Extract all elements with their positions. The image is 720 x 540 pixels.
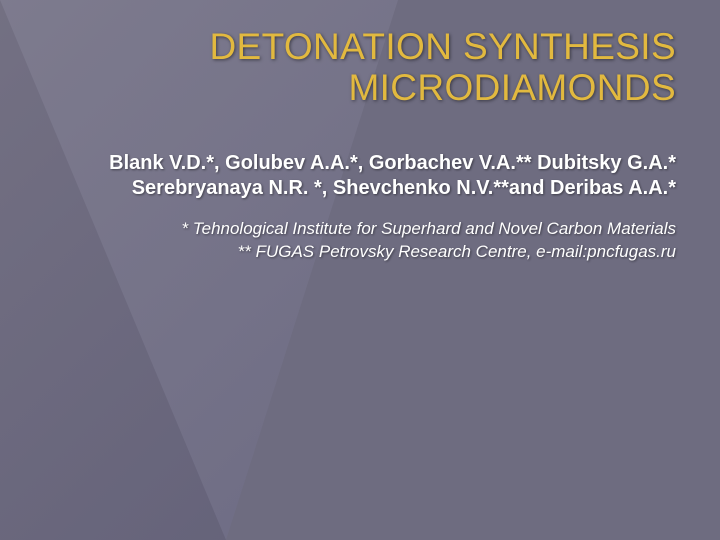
affil-line-2: ** FUGAS Petrovsky Research Centre, e-ma… bbox=[40, 241, 676, 263]
slide-authors: Blank V.D.*, Golubev A.A.*, Gorbachev V.… bbox=[0, 151, 676, 202]
authors-line-2: Serebryanaya N.R. *, Shevchenko N.V.**an… bbox=[60, 176, 676, 202]
authors-line-1: Blank V.D.*, Golubev A.A.*, Gorbachev V.… bbox=[60, 151, 676, 177]
title-line-1: DETONATION SYNTHESIS bbox=[0, 26, 676, 67]
title-line-2: MICRODIAMONDS bbox=[0, 67, 676, 108]
slide-affiliations: * Tehnological Institute for Superhard a… bbox=[0, 218, 676, 263]
slide-title: DETONATION SYNTHESIS MICRODIAMONDS bbox=[0, 26, 676, 109]
slide-content: DETONATION SYNTHESIS MICRODIAMONDS Blank… bbox=[0, 0, 720, 540]
affil-line-1: * Tehnological Institute for Superhard a… bbox=[40, 218, 676, 240]
